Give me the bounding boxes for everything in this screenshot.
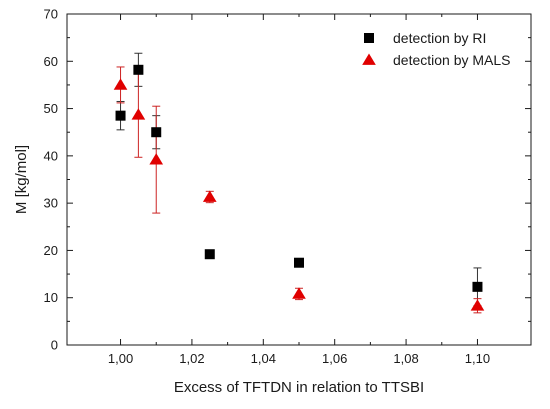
y-tick-label: 20	[44, 243, 58, 258]
x-tick-label: 1,02	[179, 351, 204, 366]
ri-data-point	[151, 127, 162, 138]
x-tick-label: 1,00	[108, 351, 133, 366]
mals-data-point	[202, 190, 217, 202]
y-tick-label: 50	[44, 101, 58, 116]
mals-data-point	[131, 108, 146, 120]
x-tick-label: 1,10	[465, 351, 490, 366]
y-tick-label: 10	[44, 290, 58, 305]
ri-data-point	[472, 281, 483, 292]
mals-data-point	[113, 78, 128, 90]
x-tick-label: 1,08	[393, 351, 418, 366]
y-tick-label: 0	[51, 338, 58, 353]
y-tick-label: 70	[44, 7, 58, 22]
x-tick-label: 1,04	[251, 351, 276, 366]
error-bars	[116, 52, 482, 314]
y-tick-label: 60	[44, 54, 58, 69]
legend-item-mals: detection by MALS	[362, 52, 511, 68]
legend-triangle-marker	[362, 53, 376, 65]
y-tick-label: 40	[44, 148, 58, 163]
mals-data-point	[292, 287, 306, 299]
mals-data-point	[470, 299, 485, 311]
axis-ticks: 1,00 1,02 1,04 1,06 1,08 1,10 0 10 20 30 40 50 60 70	[44, 7, 531, 366]
ri-data-point	[204, 249, 215, 260]
y-axis-title: M [kg/mol]	[13, 145, 30, 214]
ri-data-point	[294, 257, 304, 268]
ri-data-point	[115, 110, 126, 121]
x-axis-title: Excess of TFTDN in relation to TTSBI	[174, 379, 424, 396]
data-markers	[113, 64, 485, 311]
x-tick-label: 1,06	[322, 351, 347, 366]
y-tick-label: 30	[44, 196, 58, 211]
legend-label-ri: detection by RI	[393, 30, 486, 46]
legend-label-mals: detection by MALS	[393, 52, 511, 68]
legend-item-ri: detection by RI	[364, 30, 486, 46]
legend: detection by RI detection by MALS	[362, 30, 511, 68]
mals-data-point	[149, 153, 164, 165]
legend-square-marker	[364, 33, 374, 43]
ri-data-point	[133, 64, 144, 75]
